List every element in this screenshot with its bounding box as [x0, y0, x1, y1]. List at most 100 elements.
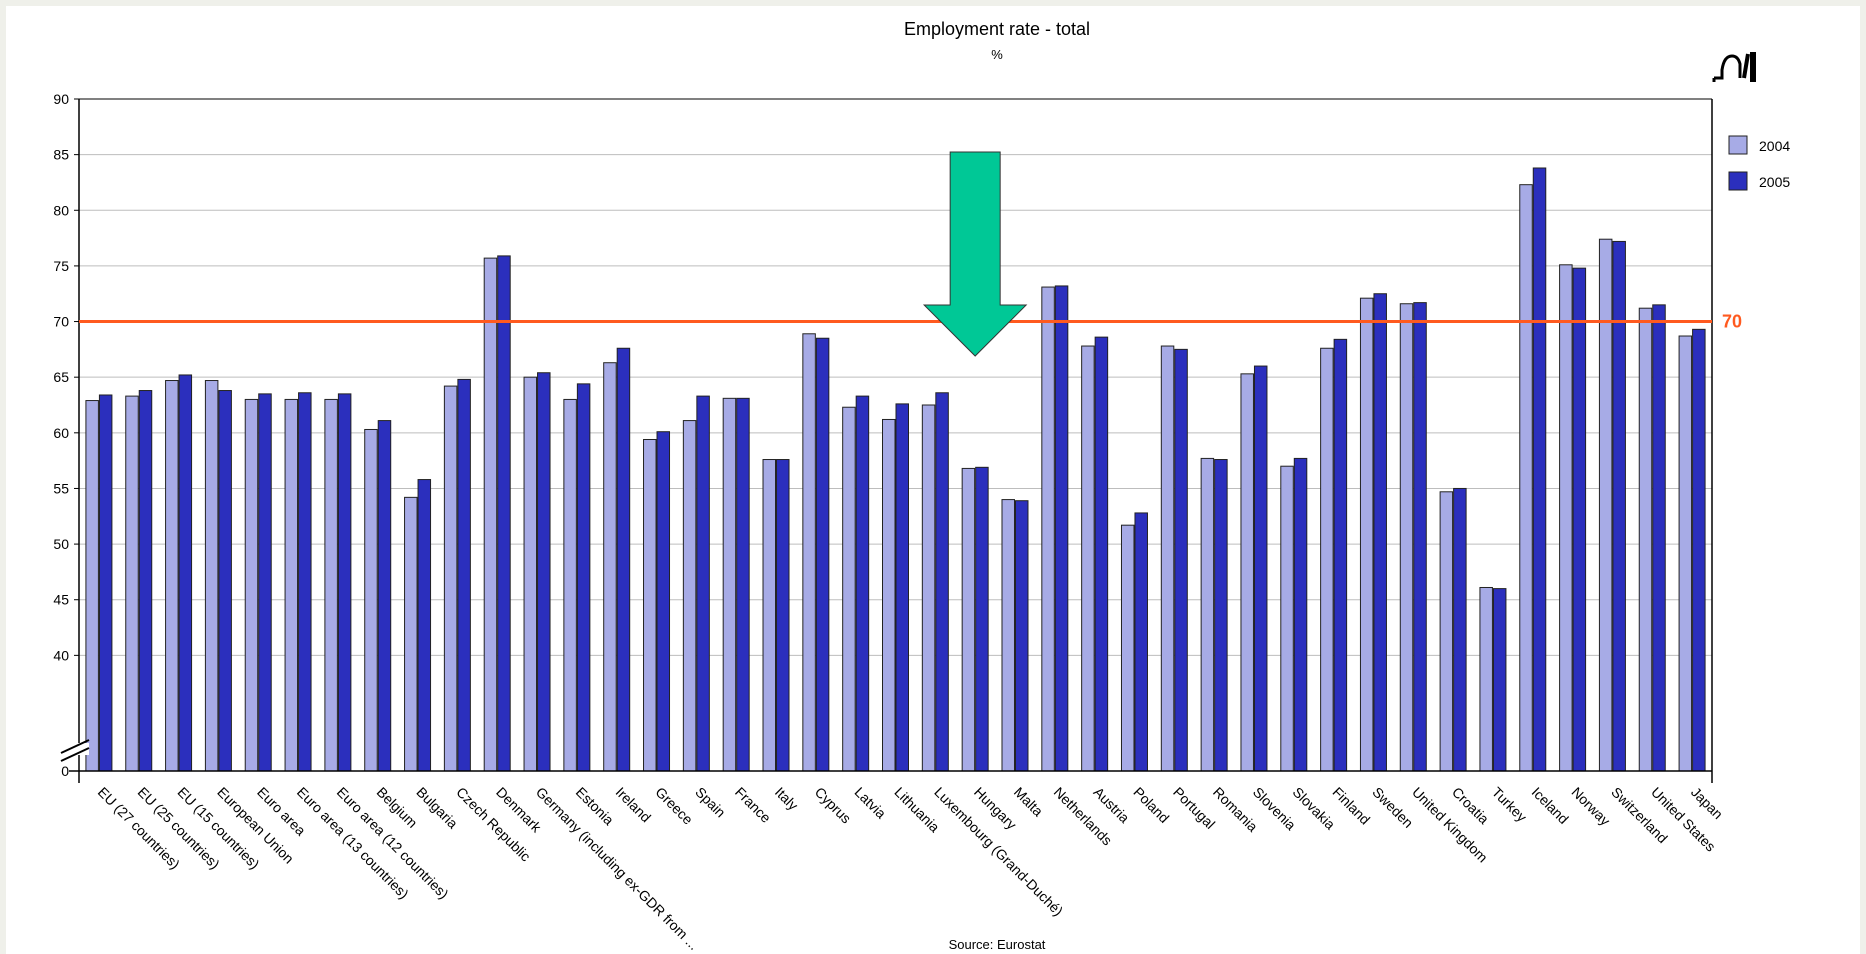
- axis-break-icon: [60, 739, 90, 762]
- bar-2004-15: [643, 438, 657, 772]
- y-tick-label: 90: [53, 91, 69, 107]
- bar-2005-19: [815, 337, 830, 772]
- x-category-label: Bulgaria: [413, 784, 461, 832]
- bar-2004-26: [1081, 345, 1095, 772]
- bar-2005-17: [736, 397, 750, 772]
- x-category-label: Sweden: [1369, 784, 1416, 831]
- bar-2005-41: [1692, 328, 1706, 772]
- source-note: Source: Eurostat: [949, 937, 1046, 952]
- x-category-label: Latvia: [852, 784, 890, 822]
- bar-2005-26: [1094, 336, 1109, 772]
- bar-2004-41: [1678, 335, 1693, 772]
- bar-2005-18: [776, 459, 790, 772]
- bar-2004-22: [921, 404, 936, 772]
- bar-2004-40: [1638, 307, 1653, 772]
- bar-2004-8: [364, 428, 378, 772]
- legend: 2004 2005: [1728, 135, 1790, 191]
- bar-2005-3: [178, 374, 193, 772]
- x-category-label: Turkey: [1489, 784, 1530, 825]
- x-category-label: Italy: [772, 784, 801, 813]
- bar-2005-28: [1174, 348, 1188, 772]
- bar-2004-27: [1120, 524, 1135, 772]
- bar-2004-31: [1280, 465, 1294, 772]
- bar-2005-13: [576, 383, 591, 772]
- x-category-label: Poland: [1130, 784, 1172, 826]
- chart-subtitle: %: [991, 47, 1003, 62]
- y-tick-label: 80: [53, 202, 69, 218]
- bar-2004-18: [762, 459, 777, 772]
- bar-2004-37: [1519, 184, 1533, 772]
- bar-2005-27: [1134, 512, 1148, 772]
- x-category-label: Portugal: [1170, 784, 1218, 832]
- bar-2004-17: [722, 397, 737, 772]
- bar-2004-36: [1479, 586, 1493, 772]
- bar-2005-20: [855, 395, 870, 772]
- x-category-label: Cyprus: [812, 784, 855, 827]
- x-category-label: Greece: [652, 784, 696, 828]
- y-tick-label: 70: [53, 314, 69, 330]
- bar-2004-10: [443, 385, 458, 772]
- bar-2005-1: [98, 394, 113, 772]
- x-category-label: Slovakia: [1290, 784, 1339, 833]
- bar-2004-34: [1399, 303, 1414, 772]
- bar-2004-23: [961, 467, 976, 772]
- bar-2004-2: [125, 395, 139, 772]
- legend-label-2004: 2004: [1759, 138, 1790, 154]
- bar-2005-5: [258, 393, 272, 772]
- bar-2005-9: [417, 479, 432, 772]
- bar-2005-29: [1214, 459, 1228, 772]
- bar-2004-24: [1001, 499, 1015, 772]
- bar-2005-8: [377, 420, 392, 772]
- chart-tool-icon[interactable]: [1712, 46, 1758, 86]
- bar-2004-11: [483, 257, 498, 772]
- bar-2004-13: [563, 398, 577, 772]
- bar-2004-4: [204, 380, 219, 772]
- bar-2005-34: [1413, 302, 1427, 772]
- bar-2005-40: [1652, 304, 1666, 772]
- legend-label-2005: 2005: [1759, 174, 1790, 190]
- bar-2005-2: [138, 390, 153, 772]
- y-tick-label: 50: [53, 536, 69, 552]
- x-category-label: Czech Republic: [453, 784, 534, 865]
- y-tick-label: 0: [61, 763, 69, 779]
- bar-2005-10: [457, 378, 471, 772]
- bar-2004-9: [404, 496, 418, 772]
- bar-chart: Employment rate - total % 0 40 45 50 55 60 65 7…: [53, 19, 1790, 953]
- bar-2005-38: [1572, 267, 1587, 772]
- chart-title: Employment rate - total: [904, 19, 1090, 39]
- bars: [85, 167, 1706, 772]
- highlight-arrow: [922, 151, 1028, 357]
- bar-2005-31: [1293, 457, 1308, 772]
- legend-swatch-2004: [1728, 135, 1748, 155]
- y-tick-label: 40: [53, 647, 69, 663]
- bar-2005-25: [1054, 285, 1069, 772]
- bar-2005-23: [975, 466, 989, 772]
- y-tick-label: 85: [53, 147, 69, 163]
- reference-line: 70: [79, 312, 1742, 332]
- axes: [60, 98, 1713, 783]
- y-tick-label: 60: [53, 425, 69, 441]
- bar-2005-33: [1373, 293, 1387, 772]
- bar-2005-15: [656, 431, 671, 772]
- bar-2005-7: [337, 393, 352, 772]
- bar-2004-20: [842, 406, 856, 772]
- bar-2005-35: [1453, 487, 1467, 772]
- x-category-label: Norway: [1568, 784, 1613, 829]
- bar-2005-16: [696, 395, 710, 772]
- bar-2004-30: [1240, 373, 1254, 772]
- bar-2004-12: [523, 376, 538, 772]
- bar-2004-7: [324, 398, 338, 772]
- bar-2004-19: [802, 333, 816, 772]
- y-tick-label: 45: [53, 592, 69, 608]
- bar-2004-3: [165, 380, 179, 772]
- bar-2005-24: [1014, 500, 1029, 772]
- bar-2005-32: [1333, 338, 1348, 772]
- y-axis-ticks: 0 40 45 50 55 60 65 70 75 80 85 90: [53, 91, 79, 779]
- x-category-label: Malta: [1011, 784, 1047, 820]
- bar-2004-39: [1598, 238, 1613, 772]
- bar-2005-37: [1532, 167, 1547, 772]
- bar-2004-38: [1559, 264, 1573, 772]
- bar-2005-22: [935, 392, 949, 772]
- x-category-label: Japan: [1688, 784, 1726, 822]
- bar-2004-6: [284, 398, 299, 772]
